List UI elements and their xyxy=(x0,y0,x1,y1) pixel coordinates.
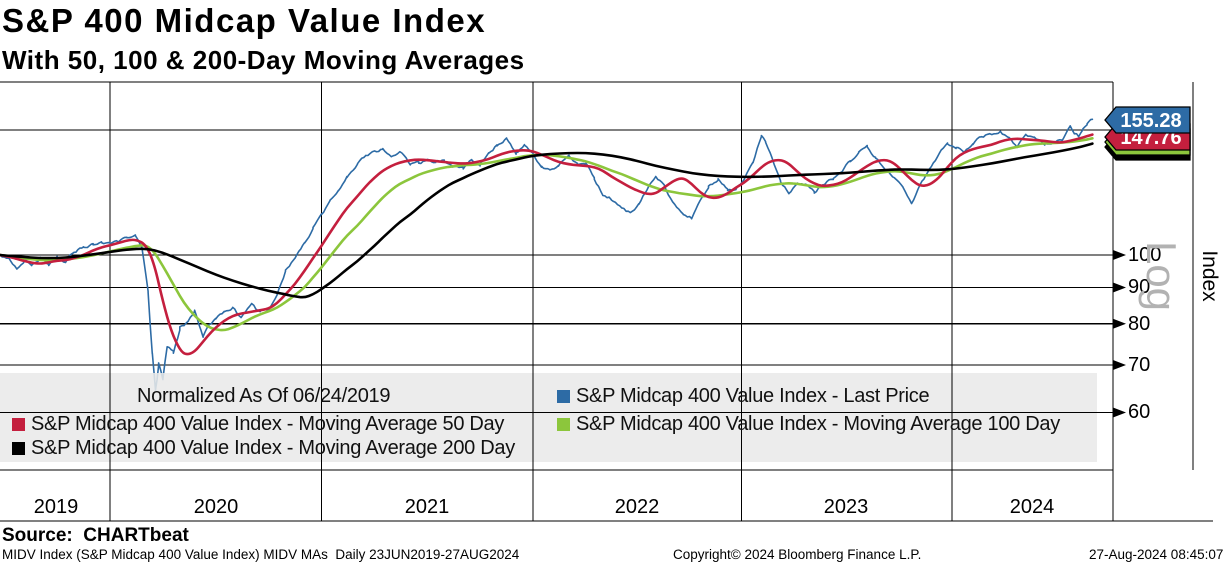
price-line-1 xyxy=(0,133,1094,356)
legend-swatch-ma100 xyxy=(557,418,570,431)
footer-timestamp: 27-Aug-2024 08:45:07 xyxy=(1089,547,1224,562)
y-tick-70: 70 xyxy=(1128,354,1151,376)
price-tag-0 xyxy=(1104,106,1191,134)
y-tick-arrow-icon xyxy=(1113,407,1126,418)
x-tick-2022: 2022 xyxy=(614,496,660,518)
x-tick-2024: 2024 xyxy=(1009,496,1055,518)
chart-subtitle: With 50, 100 & 200-Day Moving Averages xyxy=(2,45,525,75)
source-line: Source: CHARTbeat xyxy=(2,525,189,546)
legend-swatch-last-price xyxy=(557,390,570,403)
y-tick-60: 60 xyxy=(1128,401,1151,423)
y-tick-arrow-icon xyxy=(1113,359,1126,370)
legend-band xyxy=(0,373,1097,462)
legend-item-ma200: S&P Midcap 400 Value Index - Moving Aver… xyxy=(31,437,515,459)
legend-item-ma50: S&P Midcap 400 Value Index - Moving Aver… xyxy=(31,413,505,435)
footer-ticker-info: MIDV Index (S&P Midcap 400 Value Index) … xyxy=(2,547,520,562)
price-tag-value-0: 155.28 xyxy=(1120,110,1181,132)
legend-swatch-ma50 xyxy=(12,418,25,431)
y-tick-80: 80 xyxy=(1128,313,1151,335)
y-tick-arrow-icon xyxy=(1113,282,1126,293)
y-tick-arrow-icon xyxy=(1113,318,1126,329)
legend-normalized-label: Normalized As Of 06/24/2019 xyxy=(137,385,391,407)
y-axis-title: Index xyxy=(1198,250,1221,302)
price-line-3 xyxy=(0,142,1094,299)
x-tick-2021: 2021 xyxy=(404,496,450,518)
x-tick-2023: 2023 xyxy=(823,496,869,518)
x-tick-2019: 2019 xyxy=(33,496,79,518)
y-tick-90: 90 xyxy=(1128,276,1151,298)
series-layer xyxy=(0,118,1094,391)
legend-item-ma100: S&P Midcap 400 Value Index - Moving Aver… xyxy=(576,413,1060,435)
log-scale-label: Log xyxy=(1138,240,1185,312)
y-tick-100: 100 xyxy=(1128,244,1162,266)
price-line-2 xyxy=(0,137,1094,332)
x-tick-2020: 2020 xyxy=(193,496,239,518)
page-title: S&P 400 Midcap Value Index xyxy=(2,2,487,39)
legend-item-last-price: S&P Midcap 400 Value Index - Last Price xyxy=(576,385,930,407)
footer-copyright: Copyright© 2024 Bloomberg Finance L.P. xyxy=(673,547,922,562)
legend-swatch-ma200 xyxy=(12,442,25,455)
price-line-0 xyxy=(0,118,1094,391)
y-tick-arrow-icon xyxy=(1113,250,1126,260)
